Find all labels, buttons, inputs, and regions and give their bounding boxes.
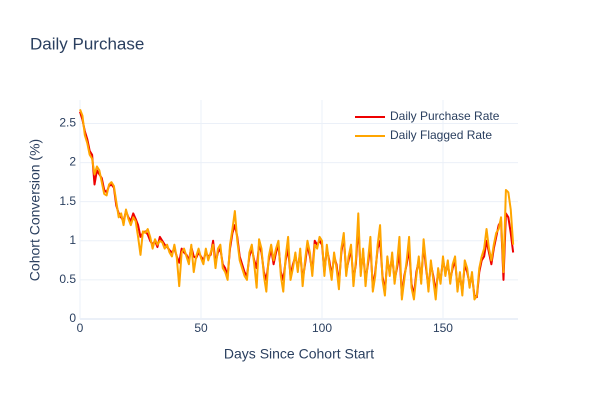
x-tick-label: 0 [77, 321, 84, 335]
x-tick-label: 100 [312, 321, 332, 335]
line-series [79, 109, 515, 301]
y-tick-label: 2.5 [59, 116, 76, 130]
y-tick-label: 0.5 [59, 272, 76, 286]
x-axis-label: Days Since Cohort Start [224, 346, 374, 362]
y-axis-label: Cohort Conversion (%) [27, 139, 43, 281]
legend-label: Daily Purchase Rate [390, 109, 500, 123]
x-tick-label: 50 [194, 321, 208, 335]
y-tick-label: 1.5 [59, 194, 76, 208]
y-tick-label: 1 [69, 233, 76, 247]
legend-label: Daily Flagged Rate [390, 128, 492, 142]
chart-title: Daily Purchase [30, 34, 144, 53]
y-tick-label: 0 [69, 311, 76, 325]
y-tick-label: 2 [69, 155, 76, 169]
x-tick-label: 150 [433, 321, 453, 335]
